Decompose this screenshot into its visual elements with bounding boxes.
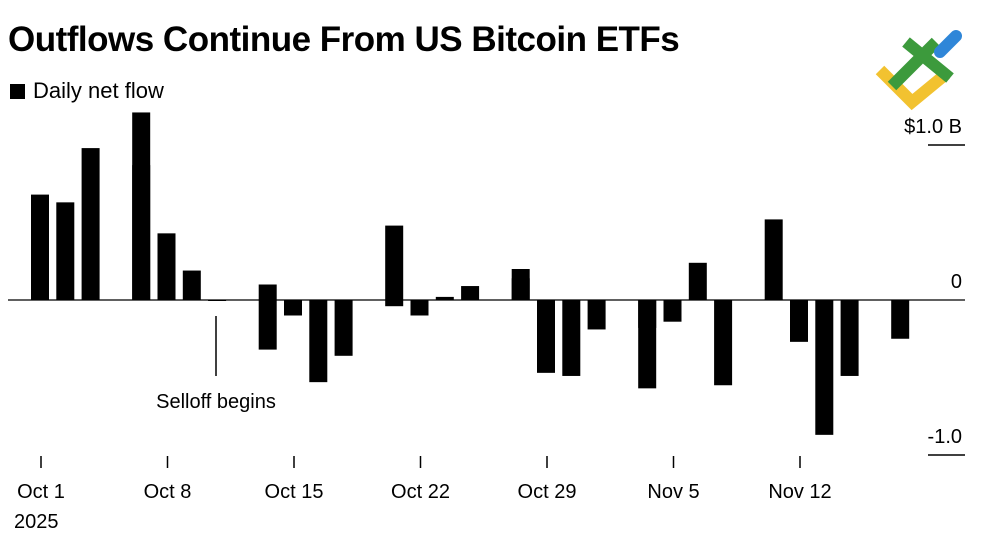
bar [309,300,328,383]
bar [537,300,555,373]
x-year-label: 2025 [14,511,59,533]
bar [562,300,581,376]
chart-title: Outflows Continue From US Bitcoin ETFs [8,20,680,59]
x-tick-label: Oct 8 [144,481,192,503]
annotation: Selloff begins [156,316,276,413]
bar [56,202,75,300]
bar [157,233,176,300]
bar [385,225,404,300]
bar [638,300,657,389]
bar [764,219,783,300]
bar [688,262,707,300]
bar [81,148,100,300]
bar [663,300,682,322]
y-tick-label: $1.0 B [904,116,962,138]
brand-logo-icon [875,30,962,111]
x-tick-label: Oct 29 [518,481,577,503]
y-tick-label: -1.0 [928,426,962,448]
bar [410,300,429,316]
legend-label: Daily net flow [33,78,164,103]
bar [840,300,859,376]
bar [334,300,353,356]
bar [511,269,530,300]
bar [258,300,277,350]
legend-swatch [10,83,25,99]
bar [815,300,834,435]
bar [714,300,733,386]
bar [31,194,49,300]
bar [132,165,151,300]
x-tick-label: Nov 12 [768,481,831,503]
y-axis: $1.0 B 0 -1.0 [904,116,965,456]
bar [182,270,201,300]
x-tick-label: Oct 22 [391,481,450,503]
bar [385,300,404,307]
logo-green-stroke-b [902,37,954,83]
annotation-label: Selloff begins [156,391,276,413]
bars-group [31,112,910,435]
logo-green-stroke-a [887,37,941,91]
bar [435,296,454,300]
bar [790,300,808,342]
bar [587,300,606,330]
logo-blue-stroke [934,30,962,58]
x-tick-label: Oct 1 [17,481,65,503]
y-tick-label: 0 [951,271,962,293]
x-tick-label: Oct 15 [265,481,324,503]
bar [461,286,480,300]
bar [891,300,910,339]
bar [258,284,277,300]
legend: Daily net flow [10,78,164,104]
x-axis: Oct 1 Oct 8 Oct 15 Oct 22 Oct 29 Nov 5 Nov 12 2… [14,456,832,533]
bar [284,300,302,316]
x-tick-label: Nov 5 [647,481,699,503]
